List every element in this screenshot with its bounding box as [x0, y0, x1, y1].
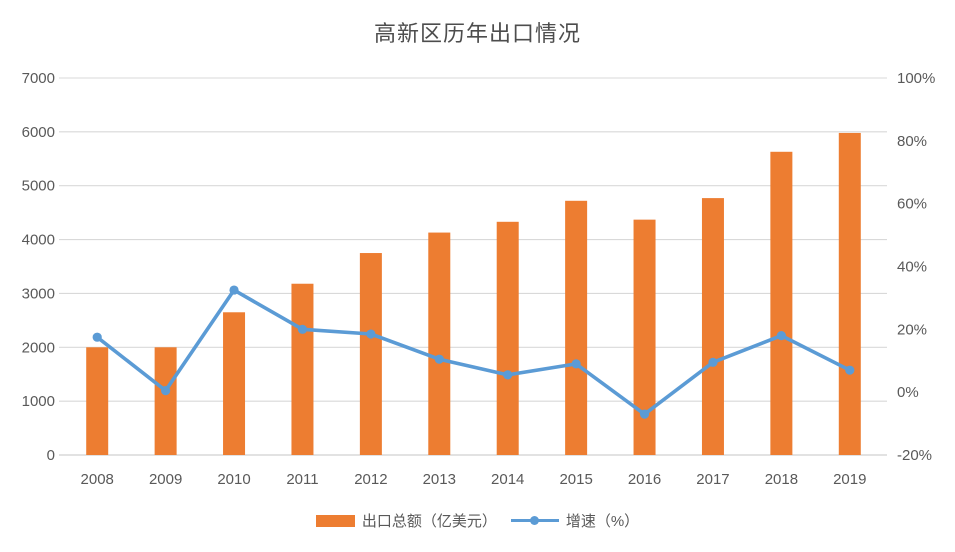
legend-item-exports: 出口总额（亿美元）: [315, 510, 497, 531]
x-axis-label-2018: 2018: [765, 471, 798, 488]
right-axis-tick-20%: 20%: [897, 321, 927, 338]
growth-line: [95, 288, 852, 416]
line-point-2017: [708, 357, 718, 367]
left-axis-tick-2000: 2000: [22, 339, 55, 356]
right-axis-tick-60%: 60%: [897, 196, 927, 213]
right-axis-tick-40%: 40%: [897, 259, 927, 276]
x-axis-label-2011: 2011: [286, 471, 318, 488]
x-axis-label-2017: 2017: [696, 471, 729, 488]
bar-2016: [633, 219, 656, 455]
x-axis-label-2015: 2015: [559, 471, 592, 488]
line-point-2011: [297, 324, 308, 334]
left-axis-tick-7000: 7000: [22, 70, 55, 87]
x-axis-label-2014: 2014: [491, 471, 524, 488]
x-axis-label-2010: 2010: [217, 471, 250, 488]
line-point-2009: [161, 385, 171, 396]
right-axis-tick-0%: 0%: [897, 384, 919, 401]
x-axis-label-2012: 2012: [354, 471, 387, 488]
line-point-2015: [571, 359, 581, 369]
left-axis-tick-0: 0: [47, 447, 55, 464]
legend-label-exports: 出口总额（亿美元）: [361, 513, 497, 530]
x-axis-label-2019: 2019: [833, 471, 866, 488]
bar-2010: [223, 312, 246, 455]
line-point-2012: [366, 329, 376, 339]
x-axis-label-2008: 2008: [81, 471, 114, 488]
line-point-2008: [92, 332, 102, 342]
bar-2018: [770, 151, 793, 455]
x-axis-label-2009: 2009: [149, 471, 182, 488]
bar-2009: [154, 347, 177, 455]
bar-series-swatch-icon: [315, 514, 355, 527]
bar-2015: [565, 200, 588, 455]
left-axis-tick-5000: 5000: [22, 178, 55, 195]
right-axis-tick-100%: 100%: [897, 70, 935, 87]
line-point-2014: [503, 370, 513, 380]
right-axis-tick-80%: 80%: [897, 133, 927, 150]
bar-2011: [291, 283, 314, 455]
line-series-swatch-icon: [510, 516, 559, 526]
left-axis-tick-6000: 6000: [22, 124, 55, 141]
line-point-2016: [639, 409, 650, 419]
bar-2017: [701, 198, 724, 455]
right-axis-tick--20%: -20%: [897, 447, 932, 464]
line-point-2018: [776, 331, 786, 341]
left-axis-tick-1000: 1000: [22, 393, 55, 410]
line-point-2019: [845, 365, 855, 375]
line-point-2010: [229, 285, 239, 295]
chart-title: 高新区历年出口情况: [373, 21, 581, 46]
legend: 出口总额（亿美元） 增速（%）: [0, 510, 955, 531]
left-axis-tick-4000: 4000: [22, 232, 55, 249]
legend-item-growth: 增速（%）: [510, 510, 640, 531]
left-axis-tick-3000: 3000: [22, 285, 55, 302]
x-axis-label-2013: 2013: [423, 471, 456, 488]
bar-2014: [496, 221, 519, 455]
bar-2013: [428, 232, 451, 455]
x-axis-label-2016: 2016: [628, 471, 661, 488]
bar-2012: [359, 253, 382, 455]
legend-label-growth: 增速（%）: [565, 513, 640, 530]
bar-2019: [838, 132, 861, 456]
line-point-2013: [434, 354, 444, 364]
bar-2008: [86, 347, 109, 455]
